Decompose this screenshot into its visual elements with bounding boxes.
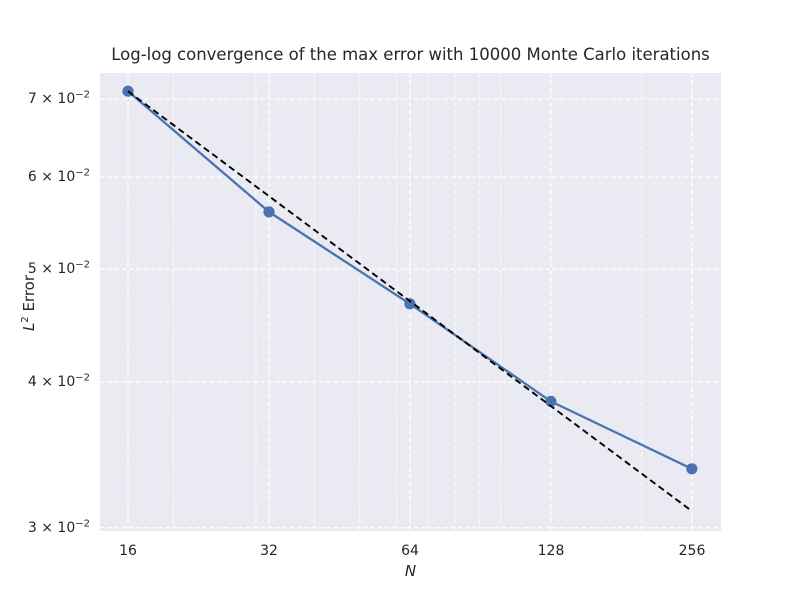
data-point-marker (263, 206, 275, 218)
y-tick-label: 3 × 10−2 (27, 518, 90, 536)
data-point-marker (404, 298, 416, 310)
y-axis-label: L2 Error (20, 228, 38, 378)
x-tick-label: 256 (678, 543, 706, 559)
reference-slope-line (127, 90, 693, 512)
chart-title: Log-log convergence of the max error wit… (111, 45, 710, 64)
y-tick-label: 7 × 10−2 (27, 89, 90, 107)
y-axis-label-exponent: 2 (20, 316, 31, 323)
y-axis-label-variable: L (20, 322, 38, 332)
x-axis-label: N (404, 562, 417, 580)
y-tick-label: 5 × 10−2 (27, 259, 90, 277)
data-point-marker (545, 395, 557, 407)
data-point-marker (686, 463, 698, 475)
x-tick-label: 32 (260, 543, 278, 559)
x-tick-label: 128 (537, 543, 565, 559)
x-tick-label: 64 (401, 543, 419, 559)
y-tick-label: 4 × 10−2 (27, 372, 90, 390)
x-tick-label: 16 (119, 543, 137, 559)
y-axis-label-text: Error (20, 274, 38, 317)
y-tick-label: 6 × 10−2 (27, 167, 90, 185)
